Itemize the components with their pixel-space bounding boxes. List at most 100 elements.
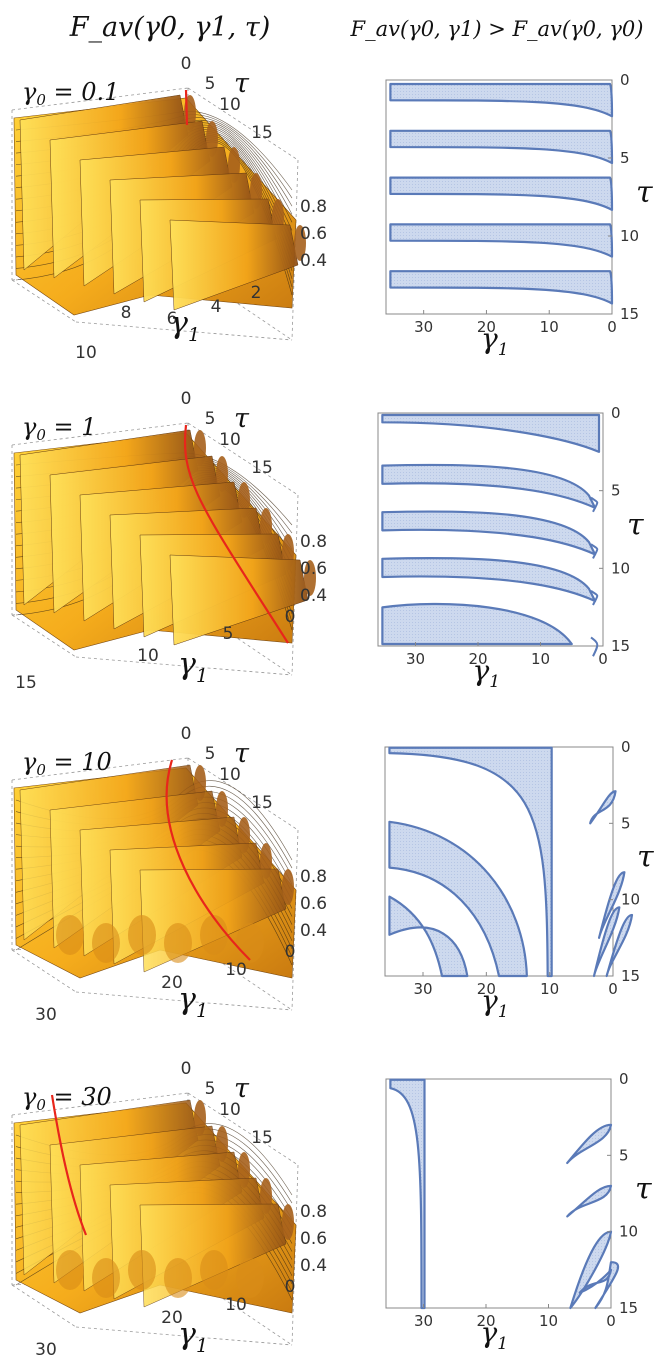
red-curve [183,424,289,644]
y-tick-label: 15 [611,637,630,655]
y-tick-label: 10 [621,891,640,909]
box-edge [187,1092,299,1166]
tau-axis-label: τ [234,1073,250,1104]
box-edge [187,757,299,831]
y-axis-label: τ [635,1172,652,1207]
z-tick: 0.4 [300,921,327,941]
tau-tick: 0 [181,54,192,74]
tau-tick: 5 [205,1079,216,1099]
x-tick-label: 0 [606,1312,616,1330]
gamma1-tick: 0 [285,942,296,962]
y-tick-label: 15 [619,1299,638,1317]
surface-wave [164,1258,192,1298]
x-tick-label: 10 [531,650,550,668]
z-tick: 0.6 [300,224,327,244]
region-band [389,129,614,165]
x-tick-label: 0 [607,318,617,336]
tau-tick: 0 [181,1059,192,1079]
y-tick-label: 10 [611,559,630,577]
gamma1-tick: 30 [35,1005,57,1025]
x-tick-label: 20 [477,980,496,998]
region-sliver [578,1268,613,1294]
tau-tick: 15 [251,123,273,143]
box-edge [75,991,293,1011]
y-tick-label: 0 [620,71,630,89]
region-sliver [589,790,617,825]
box-edge [291,1164,299,1346]
region-tail [590,636,599,657]
region-band [381,463,597,509]
surface-wave [236,1258,264,1298]
tau-tick: 15 [251,1128,273,1148]
z-tick: 0.4 [300,586,327,606]
region-sliver [605,913,634,978]
x-tick-label: 20 [468,650,487,668]
y-tick-label: 0 [611,404,621,422]
surface-wave [200,915,228,955]
tau-axis-label: τ [234,403,250,434]
y-axis-label: τ [627,508,644,543]
gamma1-axis-label: γ1 [178,647,208,687]
region-band [381,556,597,603]
z-tick: 0.6 [300,894,327,914]
tau-axis-label: τ [234,68,250,99]
z-tick: 0.6 [300,1229,327,1249]
tau-tick: 0 [181,389,192,409]
x-tick-label: 10 [539,1312,558,1330]
z-tick: 0.8 [300,867,327,887]
left-column-title: F_av(γ0, γ1, τ) [69,12,271,43]
y-axis-label: τ [636,175,653,210]
z-tick: 0.4 [300,251,327,271]
region-band [389,1078,426,1310]
gamma1-tick: 15 [15,673,37,693]
tau-tick: 10 [219,765,241,785]
gamma1-axis-label: γ1 [170,306,200,346]
x-tick-label: 10 [540,980,559,998]
y-tick-label: 15 [621,967,640,985]
tau-tick: 10 [219,430,241,450]
x-axis-label: γ1 [481,1316,509,1354]
ridge-sheet [169,219,299,311]
x-axis-label: γ1 [481,984,509,1022]
tau-axis-label: τ [234,738,250,769]
region-tail [590,543,599,559]
gamma1-tick: 4 [211,297,222,317]
gamma1-tick: 10 [75,343,97,363]
x-tick-label: 0 [598,650,608,668]
x-tick-label: 0 [608,980,618,998]
x-axis-label: γ1 [481,322,509,360]
region-band [389,176,614,211]
x-tick-label: 30 [414,1312,433,1330]
region-plot-gamma0-0.1: 30 20 10 0 0 5 10 15 γ1 τ [385,71,653,360]
box-edge [187,422,299,496]
y-axis-label: τ [637,840,654,875]
region-plot-gamma0-1: 30 20 10 0 0 5 10 15 γ1 τ [377,404,644,692]
tau-tick: 5 [205,409,216,429]
region-band [389,223,614,258]
gamma1-tick: 30 [35,1340,57,1360]
x-axis-label: γ1 [473,654,501,692]
red-curve [165,759,251,961]
surface-wave [56,915,84,955]
surface-wave [164,923,192,963]
surface-wave [56,1250,84,1290]
x-tick-label: 20 [477,318,496,336]
red-curve [184,89,189,126]
y-tick-label: 5 [611,482,621,500]
region-plot-gamma0-30: 30 20 10 0 0 5 10 15 γ1 τ [385,1070,652,1354]
region-sliver [566,1184,613,1218]
gamma1-tick: 5 [223,624,234,644]
gamma1-tick: 10 [225,960,247,980]
box-edge [11,1284,77,1328]
ridge-peak [282,1204,294,1240]
tau-tick: 5 [205,744,216,764]
right-column-title: F_av(γ0, γ1) > F_av(γ0, γ0) [350,17,644,41]
region-sliver [597,871,626,939]
tau-tick: 15 [251,458,273,478]
region-plot-gamma0-10: 30 20 10 0 0 5 10 15 γ1 τ [384,738,654,1022]
gamma0-label: γ0 = 0.1 [22,78,119,109]
tau-tick: 15 [251,793,273,813]
gamma1-tick: 0 [285,607,296,627]
x-tick-label: 30 [414,318,433,336]
